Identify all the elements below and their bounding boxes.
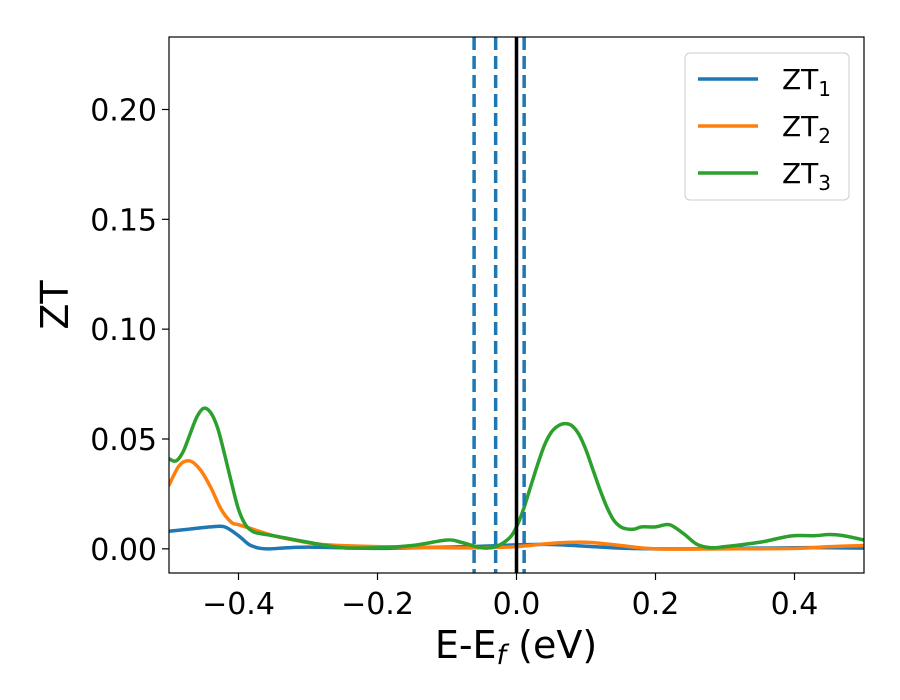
x-tick-label: 0.4 [771,587,819,622]
legend-label-zt2: ZT2 [782,110,831,148]
series-line-zt2 [169,459,864,551]
legend-label-zt1: ZT1 [782,63,831,101]
legend-box [684,52,850,201]
y-tick-label: 0.15 [90,203,157,238]
x-tick-label: 0.0 [493,587,541,622]
x-tick-label: −0.2 [341,587,414,622]
y-tick-label: 0.00 [90,533,157,568]
x-axis-title: E-Ef (eV) [435,623,597,671]
y-axis-title: ZT [33,280,77,330]
legend-label-zt3: ZT3 [782,157,831,195]
x-tick-label: −0.4 [202,587,275,622]
reference-lines [472,37,526,573]
y-tick-label: 0.10 [90,313,157,348]
x-tick-label: 0.2 [632,587,680,622]
series-line-zt3 [169,406,864,550]
y-tick-label: 0.20 [90,93,157,128]
series-layer [169,406,864,551]
legend: ZT1 ZT2 ZT3 [684,52,850,201]
y-axis-ticks: 0.00 0.05 0.10 0.15 0.20 [90,93,169,568]
x-axis-ticks: −0.4 −0.2 0.0 0.2 0.4 [202,573,818,622]
y-tick-label: 0.05 [90,423,157,458]
